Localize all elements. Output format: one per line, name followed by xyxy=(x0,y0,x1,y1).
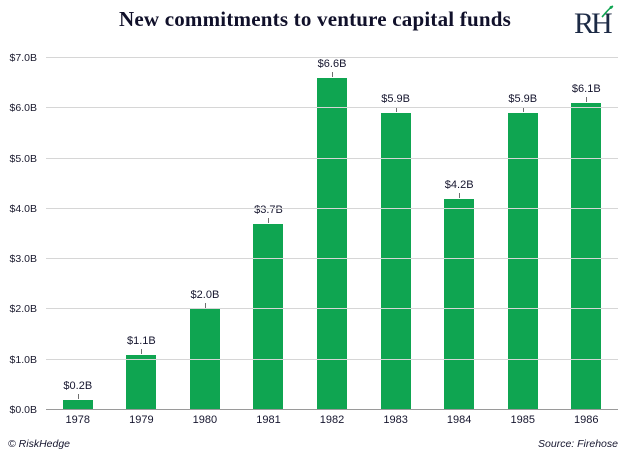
bar xyxy=(380,113,411,410)
x-tick-label: 1985 xyxy=(510,414,535,426)
bar-slot: $5.9B xyxy=(364,58,428,410)
bar xyxy=(253,223,284,410)
bar xyxy=(571,103,602,410)
gridline xyxy=(46,207,618,209)
bar-slot: $0.2B xyxy=(46,58,110,410)
bar-leader-tick xyxy=(586,97,588,103)
bar-value-label: $1.1B xyxy=(126,334,156,347)
x-axis-baseline xyxy=(46,409,618,410)
bar xyxy=(126,354,157,410)
bar-value-label: $4.2B xyxy=(444,178,474,191)
bar-leader-tick xyxy=(77,393,79,399)
leaf-icon xyxy=(601,5,614,18)
plot-area: $0.2B $1.1B $2.0B $3.7B $6.6B $5.9B $4.2B $5.9B… xyxy=(46,57,618,410)
copyright-text: © RiskHedge xyxy=(8,438,71,450)
x-tick-label: 1978 xyxy=(65,414,91,426)
bar-leader-tick xyxy=(332,72,334,78)
bar xyxy=(62,399,93,410)
bar-value-label: $0.2B xyxy=(63,379,93,392)
x-tick-label: 1983 xyxy=(383,414,408,426)
x-axis: 1978 1979 1980 1981 1982 1983 1984 1985 1986 xyxy=(46,414,618,426)
bar xyxy=(444,198,475,410)
bar-leader-tick xyxy=(395,107,397,113)
x-tick-label: 1984 xyxy=(446,414,472,426)
bar-slot: $1.1B xyxy=(110,58,174,410)
source-text: Source: Firehose xyxy=(538,438,618,450)
bar-leader-tick xyxy=(522,107,524,113)
bar-leader-tick xyxy=(204,303,206,309)
x-tick-label: 1980 xyxy=(192,414,218,426)
bar-slot: $3.7B xyxy=(237,58,301,410)
x-tick-label: 1986 xyxy=(574,414,599,426)
bar-value-label: $2.0B xyxy=(190,289,220,302)
bar-value-label: $5.9B xyxy=(381,93,410,106)
y-tick-label: $1.0B xyxy=(9,353,37,366)
chart-title: New commitments to venture capital funds xyxy=(119,7,511,31)
bar-slot: $6.6B xyxy=(300,58,364,410)
gridline xyxy=(46,107,618,109)
gridline xyxy=(46,157,618,159)
bar xyxy=(189,309,220,410)
y-tick-label: $7.0B xyxy=(9,52,37,64)
bar-value-label: $5.9B xyxy=(508,93,538,106)
x-tick-label: 1981 xyxy=(256,414,281,426)
x-tick-label: 1979 xyxy=(129,414,154,426)
gridline xyxy=(46,358,618,360)
y-tick-label: $5.0B xyxy=(9,152,37,165)
y-axis: $0.0B $1.0B $2.0B $3.0B $4.0B $5.0B $6.0B $7.0B xyxy=(0,52,42,416)
bar-series: $0.2B $1.1B $2.0B $3.7B $6.6B $5.9B $4.2B $5.9B… xyxy=(46,58,618,410)
bar xyxy=(317,78,348,410)
y-tick-label: $4.0B xyxy=(9,202,37,215)
gridline xyxy=(46,258,618,260)
bar-slot: $4.2B xyxy=(427,58,491,410)
riskhedge-logo: RH xyxy=(574,4,618,44)
gridline xyxy=(46,308,618,310)
gridline xyxy=(46,57,618,58)
bar-leader-tick xyxy=(459,192,461,198)
bar xyxy=(507,113,538,410)
bar-value-label: $6.1B xyxy=(571,83,601,96)
bar-leader-tick xyxy=(268,217,270,223)
y-tick-label: $2.0B xyxy=(9,303,37,316)
bar-slot: $5.9B xyxy=(491,58,555,410)
x-tick-label: 1982 xyxy=(319,414,345,426)
bar-leader-tick xyxy=(141,348,143,354)
bar-value-label: $3.7B xyxy=(254,203,283,216)
y-tick-label: $3.0B xyxy=(9,253,37,266)
bar-slot: $2.0B xyxy=(173,58,237,410)
bar-slot: $6.1B xyxy=(555,58,619,410)
bar-value-label: $6.6B xyxy=(317,58,347,71)
y-tick-label: $6.0B xyxy=(9,102,37,115)
y-tick-label: $0.0B xyxy=(9,404,37,416)
